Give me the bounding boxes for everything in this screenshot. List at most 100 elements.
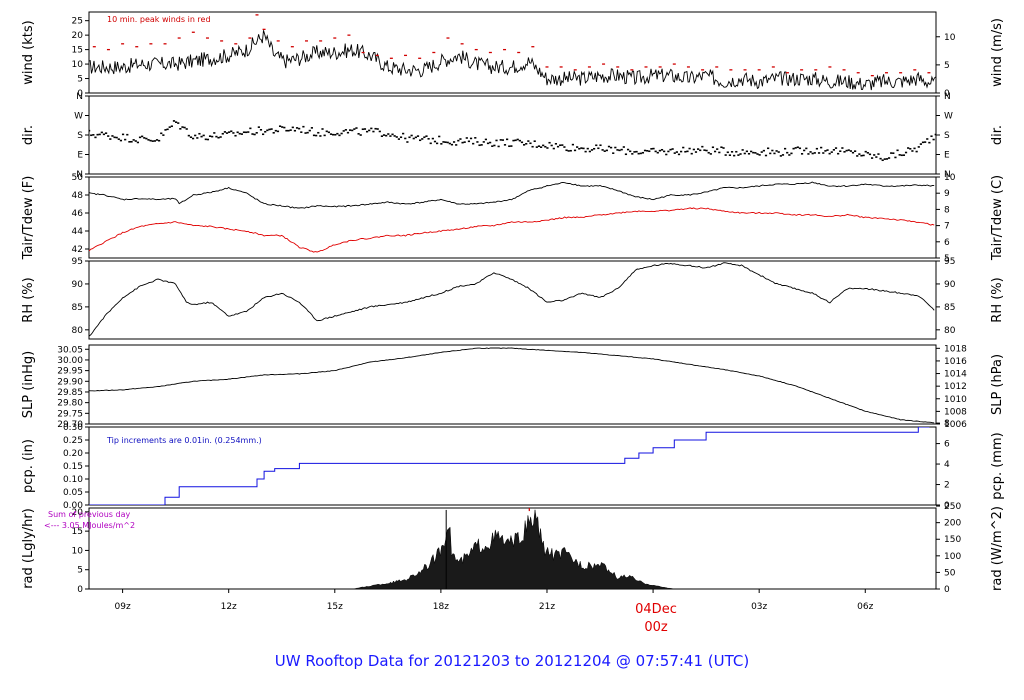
- left-tick-label: 10: [72, 546, 84, 556]
- annotation-pcp: Tip increments are 0.01in. (0.254mm.): [106, 436, 262, 445]
- dir-point: [382, 134, 386, 136]
- dir-point: [860, 154, 863, 157]
- dir-point: [841, 147, 844, 149]
- dir-point: [584, 150, 587, 153]
- ylabel-left: SLP (inHg): [21, 351, 36, 419]
- dir-point: [756, 153, 759, 155]
- time-label: 00z: [644, 620, 668, 635]
- dir-point: [862, 154, 865, 157]
- dir-point: [412, 137, 415, 140]
- ylabel-right: SLP (hPa): [990, 354, 1005, 415]
- dir-point: [217, 136, 220, 139]
- left-tick-label: 30.05: [57, 345, 83, 355]
- left-tick-label: 0.05: [63, 488, 83, 498]
- dir-point: [631, 153, 634, 155]
- left-tick-label: 25: [72, 17, 83, 27]
- plot-area: [89, 347, 935, 424]
- left-tick-label: 0.30: [63, 423, 83, 433]
- left-tick-label: 20: [72, 31, 84, 41]
- dir-point: [673, 152, 676, 154]
- dir-point: [457, 139, 460, 142]
- dir-point: [586, 147, 589, 150]
- annotation-rad: Sum of previous day: [48, 510, 130, 519]
- panel-temp: 42 44 46 48 50 5 6 7 8 9 10 Tair/Tdew (F) Tair/Tdew …: [21, 173, 1005, 264]
- dir-point: [476, 141, 479, 143]
- dir-point: [535, 146, 538, 148]
- dir-point: [660, 148, 664, 151]
- dir-point: [312, 134, 316, 137]
- left-tick-label: 5: [77, 566, 83, 576]
- dir-point: [883, 158, 886, 160]
- right-tick-label: 6: [944, 238, 950, 248]
- dir-point: [796, 146, 799, 149]
- dir-point: [573, 149, 577, 152]
- dir-point: [671, 148, 674, 150]
- dir-point: [469, 137, 473, 140]
- x-tick-label: 03z: [751, 602, 767, 612]
- dir-point: [605, 149, 608, 152]
- dir-point: [130, 140, 133, 143]
- ylabel-right: wind (m/s): [990, 18, 1005, 87]
- dir-point: [213, 132, 216, 134]
- dir-point: [552, 147, 555, 150]
- dir-point: [522, 144, 526, 146]
- dir-point: [334, 133, 337, 136]
- series-pcp-0: [89, 427, 930, 505]
- dir-point: [609, 146, 613, 149]
- dir-point: [503, 144, 507, 146]
- dir-point: [393, 135, 396, 137]
- dir-point: [747, 152, 751, 155]
- dir-point: [90, 134, 93, 137]
- dir-point: [304, 132, 307, 134]
- ylabel-left: RH (%): [21, 277, 36, 322]
- dir-point: [510, 145, 513, 147]
- series-rad-0: [352, 509, 675, 589]
- left-tick-label: 29.90: [57, 377, 83, 387]
- dir-point: [663, 150, 666, 153]
- series-wind-0: [89, 30, 936, 91]
- right-tick-label: 8: [944, 205, 950, 215]
- right-tick-label: 5: [944, 254, 950, 264]
- dir-point: [463, 141, 466, 143]
- dir-point: [520, 141, 524, 144]
- dir-point: [474, 137, 477, 139]
- dir-point: [648, 150, 651, 153]
- dir-point: [266, 129, 269, 132]
- panel-frame: [88, 95, 937, 175]
- dir-point: [563, 146, 566, 148]
- dir-point: [909, 148, 912, 150]
- dir-point: [826, 149, 829, 151]
- dir-point: [837, 152, 840, 155]
- dir-point: [247, 131, 250, 133]
- dir-point: [240, 133, 243, 135]
- dir-point: [932, 138, 935, 141]
- right-tick-label: N: [944, 170, 951, 180]
- left-tick-label: 0.00: [63, 501, 83, 511]
- right-tick-label: S: [944, 131, 950, 141]
- dir-point: [278, 125, 282, 128]
- dir-point: [459, 138, 462, 140]
- dir-point: [168, 126, 171, 128]
- dir-point: [281, 126, 284, 128]
- dir-point: [414, 136, 417, 139]
- dir-point: [624, 153, 628, 156]
- dir-point: [467, 140, 471, 143]
- right-tick-label: 200: [944, 519, 961, 529]
- x-tick-label: 18z: [433, 602, 449, 612]
- left-tick-label: S: [77, 131, 83, 141]
- dir-point: [629, 150, 632, 153]
- left-tick-label: 30.00: [57, 356, 83, 366]
- dir-point: [692, 148, 695, 151]
- dir-point: [917, 146, 920, 148]
- dir-point: [138, 136, 142, 139]
- plot-area: [89, 120, 936, 162]
- dir-point: [686, 150, 689, 153]
- plot-area: [89, 14, 936, 91]
- dir-point: [516, 138, 519, 141]
- right-tick-label: W: [944, 112, 953, 122]
- dir-point: [368, 129, 371, 132]
- dir-point: [89, 129, 91, 132]
- dir-point: [703, 149, 706, 151]
